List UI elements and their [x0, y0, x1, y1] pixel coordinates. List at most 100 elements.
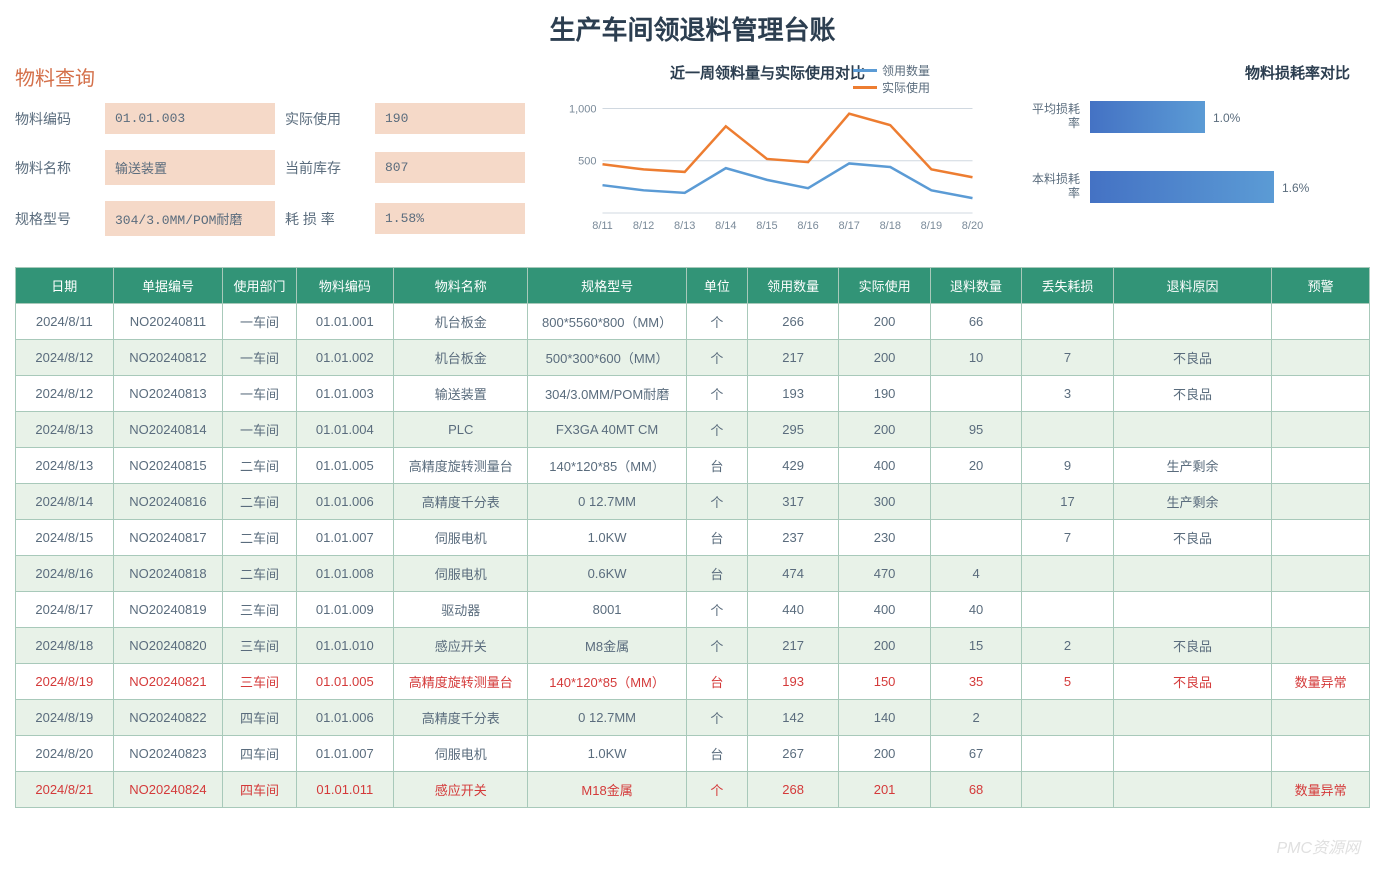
- table-head: 日期单据编号使用部门物料编码物料名称规格型号单位领用数量实际使用退料数量丢失耗损…: [16, 268, 1370, 304]
- table-cell: [930, 376, 1021, 412]
- svg-text:1,000: 1,000: [569, 103, 597, 115]
- table-cell: 不良品: [1113, 628, 1272, 664]
- table-cell: [1113, 772, 1272, 808]
- query-grid: 物料编码01.01.003实际使用190物料名称输送装置当前库存807规格型号3…: [15, 103, 515, 236]
- table-row[interactable]: 2024/8/14NO20240816二车间01.01.006高精度千分表0 1…: [16, 484, 1370, 520]
- table-header-cell: 物料编码: [296, 268, 394, 304]
- table-row[interactable]: 2024/8/19NO20240821三车间01.01.005高精度旋转测量台1…: [16, 664, 1370, 700]
- table-row[interactable]: 2024/8/13NO20240815二车间01.01.005高精度旋转测量台1…: [16, 448, 1370, 484]
- table-cell: [1022, 556, 1113, 592]
- table-cell: NO20240819: [113, 592, 223, 628]
- table-cell: [1022, 592, 1113, 628]
- line-chart-title: 近一周领料量与实际使用对比: [525, 62, 1010, 83]
- table-cell: 9: [1022, 448, 1113, 484]
- table-cell: 个: [686, 628, 747, 664]
- svg-text:8/19: 8/19: [921, 220, 942, 232]
- table-cell: 一车间: [223, 340, 296, 376]
- table-cell: 01.01.007: [296, 736, 394, 772]
- table-cell: NO20240822: [113, 700, 223, 736]
- table-row[interactable]: 2024/8/16NO20240818二车间01.01.008伺服电机0.6KW…: [16, 556, 1370, 592]
- table-cell: 2024/8/12: [16, 340, 114, 376]
- table-cell: 个: [686, 700, 747, 736]
- table-cell: 一车间: [223, 304, 296, 340]
- table-cell: 01.01.008: [296, 556, 394, 592]
- table-cell: 68: [930, 772, 1021, 808]
- table-cell: 400: [839, 448, 930, 484]
- table-cell: 0.6KW: [528, 556, 687, 592]
- table-row[interactable]: 2024/8/17NO20240819三车间01.01.009驱动器8001个4…: [16, 592, 1370, 628]
- table-cell: 2024/8/11: [16, 304, 114, 340]
- query-value[interactable]: 190: [375, 103, 525, 134]
- svg-text:8/11: 8/11: [592, 220, 613, 232]
- table-cell: 7: [1022, 340, 1113, 376]
- table-cell: 不良品: [1113, 520, 1272, 556]
- table-cell: 15: [930, 628, 1021, 664]
- table-cell: 01.01.007: [296, 520, 394, 556]
- table-row[interactable]: 2024/8/13NO20240814一车间01.01.004PLCFX3GA …: [16, 412, 1370, 448]
- table-cell: 0 12.7MM: [528, 484, 687, 520]
- table-row[interactable]: 2024/8/19NO20240822四车间01.01.006高精度千分表0 1…: [16, 700, 1370, 736]
- table-cell: 3: [1022, 376, 1113, 412]
- table-cell: [1272, 520, 1370, 556]
- table-cell: 一车间: [223, 376, 296, 412]
- table-row[interactable]: 2024/8/15NO20240817二车间01.01.007伺服电机1.0KW…: [16, 520, 1370, 556]
- table-cell: 个: [686, 412, 747, 448]
- table-row[interactable]: 2024/8/20NO20240823四车间01.01.007伺服电机1.0KW…: [16, 736, 1370, 772]
- table-cell: 高精度千分表: [394, 484, 528, 520]
- table-cell: 429: [747, 448, 838, 484]
- table-cell: 440: [747, 592, 838, 628]
- table-cell: 高精度旋转测量台: [394, 664, 528, 700]
- table-row[interactable]: 2024/8/11NO20240811一车间01.01.001机台板金800*5…: [16, 304, 1370, 340]
- svg-text:1.0%: 1.0%: [1213, 111, 1241, 125]
- table-cell: 300: [839, 484, 930, 520]
- table-cell: 1.0KW: [528, 736, 687, 772]
- query-label: 实际使用: [285, 109, 365, 129]
- table-cell: 2024/8/20: [16, 736, 114, 772]
- query-label: 规格型号: [15, 209, 95, 229]
- top-section: 物料查询 物料编码01.01.003实际使用190物料名称输送装置当前库存807…: [15, 62, 1370, 252]
- table-row[interactable]: 2024/8/12NO20240812一车间01.01.002机台板金500*3…: [16, 340, 1370, 376]
- table-cell: [1272, 376, 1370, 412]
- table-cell: 142: [747, 700, 838, 736]
- table-cell: [1272, 592, 1370, 628]
- table-cell: 200: [839, 340, 930, 376]
- table-header-cell: 单据编号: [113, 268, 223, 304]
- table-cell: 台: [686, 556, 747, 592]
- table-cell: 01.01.006: [296, 484, 394, 520]
- table-cell: [1022, 304, 1113, 340]
- bar-chart: 平均损耗率1.0%本料损耗率1.6%: [1020, 83, 1370, 233]
- table-cell: 个: [686, 484, 747, 520]
- svg-text:8/13: 8/13: [674, 220, 695, 232]
- table-cell: [1022, 412, 1113, 448]
- table-cell: 1.0KW: [528, 520, 687, 556]
- svg-text:平均损耗: 平均损耗: [1032, 102, 1080, 116]
- query-label: 耗 损 率: [285, 209, 365, 229]
- table-cell: 2024/8/14: [16, 484, 114, 520]
- table-cell: 10: [930, 340, 1021, 376]
- query-value[interactable]: 304/3.0MM/POM耐磨: [105, 201, 275, 236]
- table-header-cell: 日期: [16, 268, 114, 304]
- table-cell: 数量异常: [1272, 664, 1370, 700]
- table-cell: 0 12.7MM: [528, 700, 687, 736]
- table-cell: 生产剩余: [1113, 448, 1272, 484]
- table-cell: 193: [747, 664, 838, 700]
- table-cell: 140*120*85（MM）: [528, 664, 687, 700]
- query-value[interactable]: 807: [375, 152, 525, 183]
- table-cell: [930, 520, 1021, 556]
- table-cell: [1113, 412, 1272, 448]
- query-label: 物料编码: [15, 109, 95, 129]
- table-cell: NO20240821: [113, 664, 223, 700]
- query-value[interactable]: 1.58%: [375, 203, 525, 234]
- query-panel: 物料查询 物料编码01.01.003实际使用190物料名称输送装置当前库存807…: [15, 62, 515, 252]
- table-row[interactable]: 2024/8/18NO20240820三车间01.01.010感应开关M8金属个…: [16, 628, 1370, 664]
- table-cell: 400: [839, 592, 930, 628]
- page-title: 生产车间领退料管理台账: [15, 10, 1370, 47]
- table-cell: 2024/8/19: [16, 664, 114, 700]
- table-row[interactable]: 2024/8/21NO20240824四车间01.01.011感应开关M18金属…: [16, 772, 1370, 808]
- table-row[interactable]: 2024/8/12NO20240813一车间01.01.003输送装置304/3…: [16, 376, 1370, 412]
- table-cell: 20: [930, 448, 1021, 484]
- query-value[interactable]: 01.01.003: [105, 103, 275, 134]
- table-cell: 机台板金: [394, 304, 528, 340]
- query-value[interactable]: 输送装置: [105, 150, 275, 185]
- svg-text:1.6%: 1.6%: [1282, 181, 1310, 195]
